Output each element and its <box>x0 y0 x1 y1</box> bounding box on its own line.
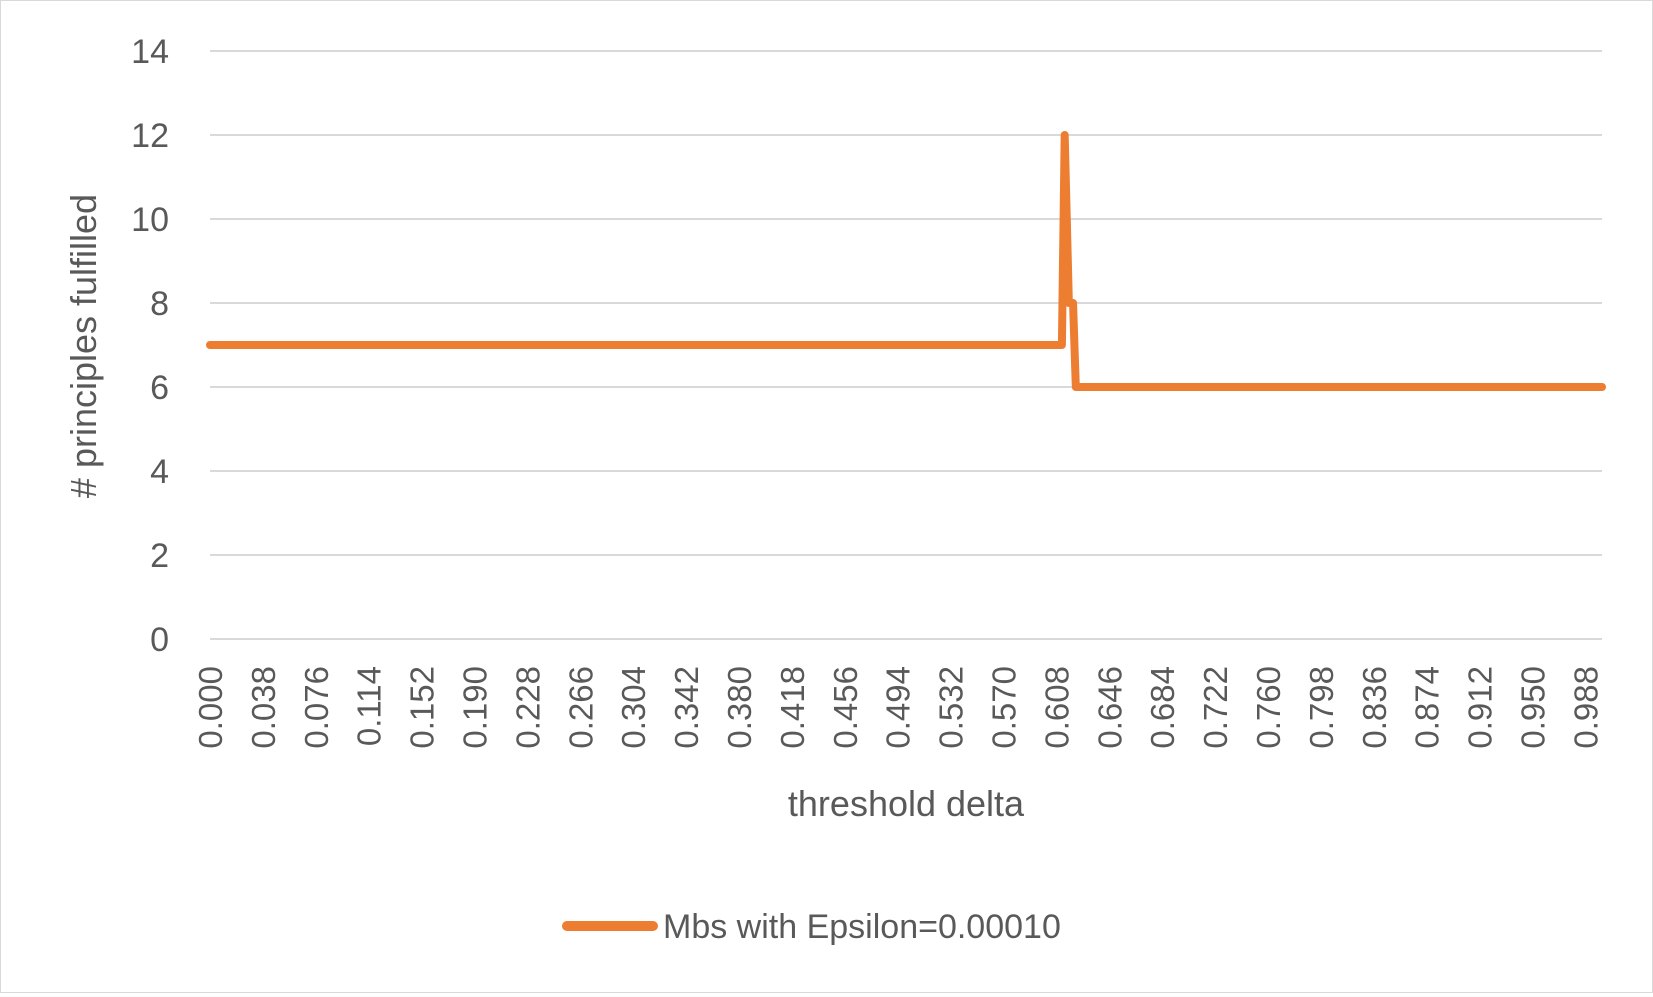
x-tick-label: 0.608 <box>1038 666 1075 749</box>
series-lines <box>206 131 1606 391</box>
x-tick-label: 0.494 <box>880 666 917 749</box>
x-tick-label: 0.190 <box>457 666 494 749</box>
x-tick-label: 0.988 <box>1567 666 1604 749</box>
x-tick-label: 0.152 <box>404 666 441 749</box>
x-tick-label: 0.228 <box>509 666 546 749</box>
x-tick-labels: 0.000 0.038 0.076 0.114 0.152 0.190 0.228 0.266… <box>192 666 1604 749</box>
x-tick-label: 0.912 <box>1462 666 1499 749</box>
x-tick-label: 0.342 <box>668 666 705 749</box>
y-tick-label: 0 <box>150 621 169 659</box>
y-axis-title: # principles fulfilled <box>63 194 104 498</box>
x-tick-label: 0.646 <box>1091 666 1128 749</box>
y-tick-label: 14 <box>131 33 169 71</box>
x-tick-label: 0.000 <box>192 666 229 749</box>
x-tick-label: 0.418 <box>774 666 811 749</box>
x-tick-label: 0.760 <box>1250 666 1287 749</box>
x-tick-label: 0.950 <box>1515 666 1552 749</box>
x-tick-label: 0.722 <box>1197 666 1234 749</box>
series-line-0 <box>206 131 1606 391</box>
x-tick-label: 0.874 <box>1409 666 1446 749</box>
x-tick-label: 0.836 <box>1356 666 1393 749</box>
x-axis-title: threshold delta <box>788 783 1025 824</box>
legend: Mbs with Epsilon=0.00010 <box>562 908 1061 946</box>
gridlines <box>210 50 1602 640</box>
legend-label: Mbs with Epsilon=0.00010 <box>663 908 1061 946</box>
x-tick-label: 0.266 <box>562 666 599 749</box>
y-tick-label: 12 <box>131 117 169 155</box>
y-tick-label: 8 <box>150 285 169 323</box>
y-tick-label: 10 <box>131 201 169 239</box>
y-tick-labels: 0 2 4 6 8 10 12 14 <box>131 33 169 659</box>
x-tick-label: 0.532 <box>933 666 970 749</box>
x-tick-label: 0.684 <box>1144 666 1181 749</box>
x-tick-label: 0.570 <box>986 666 1023 749</box>
y-tick-label: 6 <box>150 369 169 407</box>
y-tick-label: 2 <box>150 537 169 575</box>
x-tick-label: 0.304 <box>615 666 652 749</box>
x-tick-label: 0.456 <box>827 666 864 749</box>
x-tick-label: 0.798 <box>1303 666 1340 749</box>
x-tick-label: 0.380 <box>721 666 758 749</box>
x-tick-label: 0.038 <box>245 666 282 749</box>
y-tick-label: 4 <box>150 453 169 491</box>
x-tick-label: 0.076 <box>298 666 335 749</box>
x-tick-label: 0.114 <box>351 666 388 746</box>
